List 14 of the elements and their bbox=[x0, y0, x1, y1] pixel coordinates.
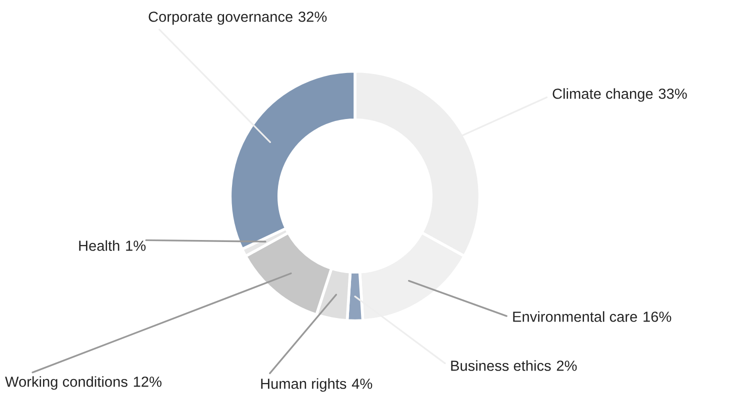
data-label: 33% bbox=[658, 88, 687, 99]
data-label: 2% bbox=[556, 360, 577, 371]
data-label: 12% bbox=[134, 376, 162, 387]
data-label: 16% bbox=[644, 312, 672, 322]
data-label: 1% bbox=[126, 240, 146, 251]
slice-label: Health bbox=[79, 240, 120, 251]
slice-label: Business ethics bbox=[451, 360, 551, 371]
slice-label: Environmental care bbox=[513, 311, 637, 322]
slice-label: Working conditions bbox=[5, 376, 128, 390]
slice-label: Climate change bbox=[552, 88, 653, 102]
slice-label: Human rights bbox=[261, 378, 346, 392]
data-label: 32% bbox=[298, 12, 327, 22]
data-label: 4% bbox=[352, 378, 372, 389]
slice-label: Corporate governance bbox=[148, 12, 292, 25]
